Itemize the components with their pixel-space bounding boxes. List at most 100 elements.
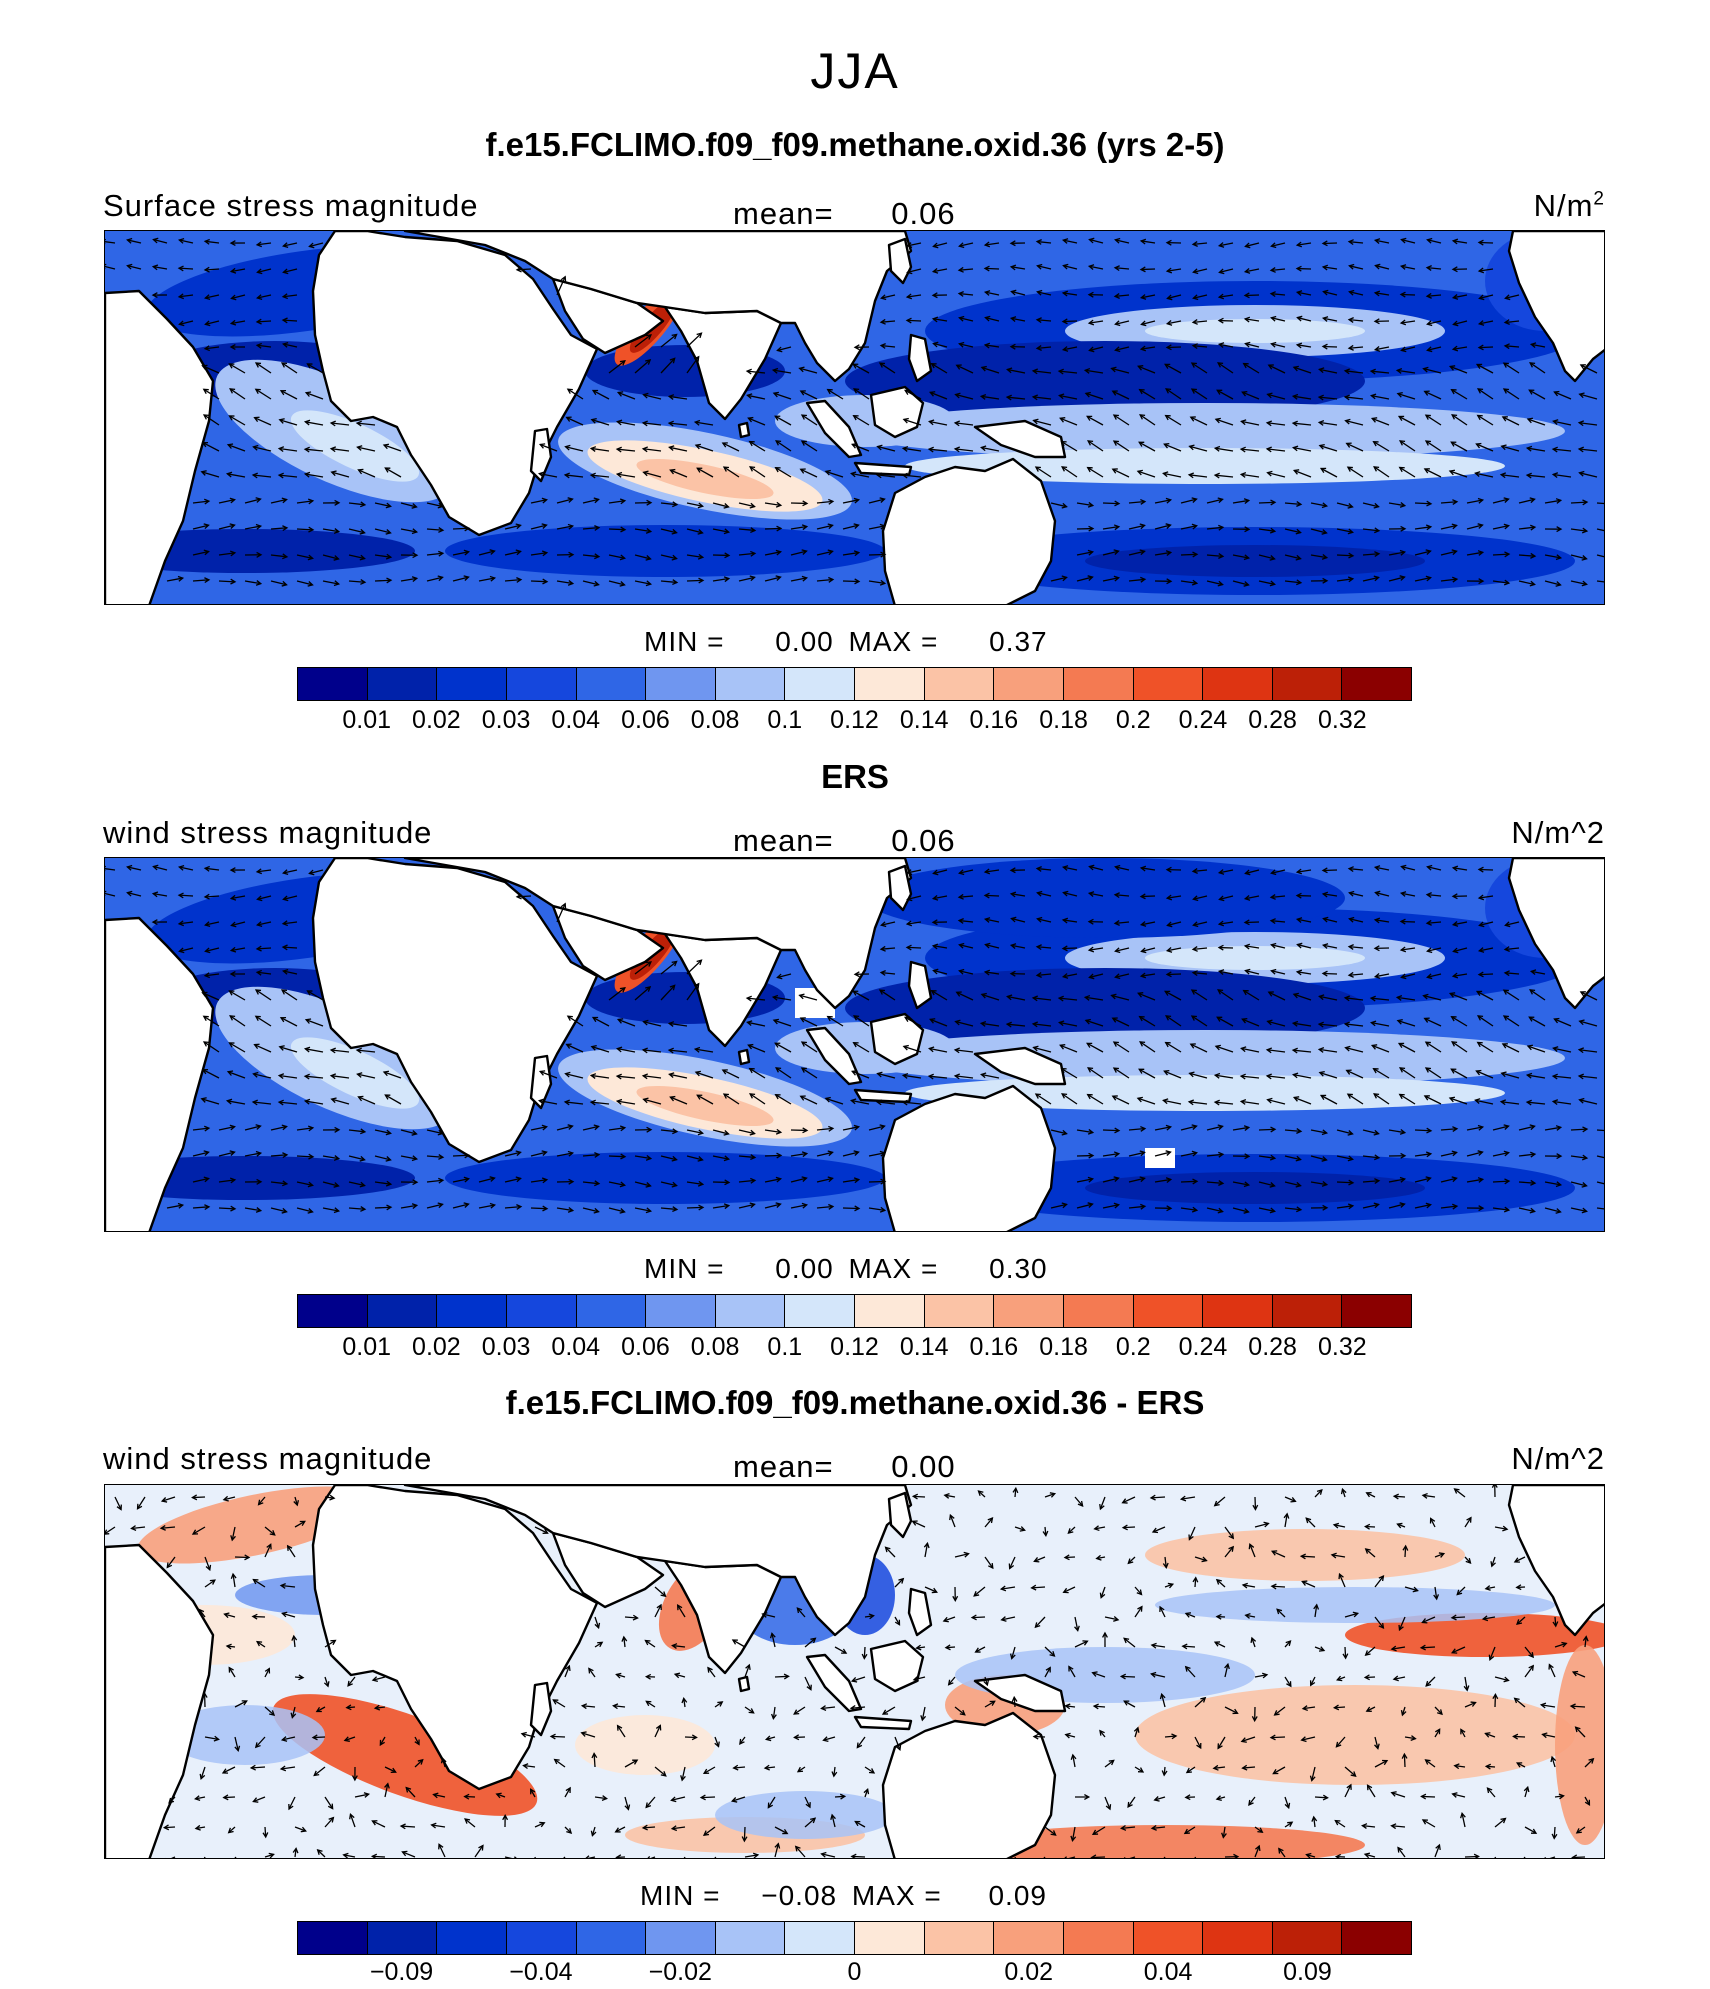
wind-vector-head [1460, 1812, 1466, 1819]
wind-vector [1297, 971, 1312, 975]
wind-vector [1505, 947, 1520, 951]
wind-vector-head [868, 1613, 875, 1620]
wind-vector-head [1164, 388, 1172, 394]
wind-vector [1164, 363, 1182, 374]
wind-vector [1224, 1664, 1229, 1678]
wind-vector-head [1262, 1672, 1269, 1679]
wind-vector-head [379, 1739, 385, 1747]
wind-vector [1161, 1694, 1166, 1708]
wind-vector [1035, 1093, 1052, 1105]
wind-vector-head [1083, 367, 1091, 374]
wind-vector-head [775, 501, 783, 508]
wind-vector [255, 388, 272, 400]
wind-vector-head [1005, 394, 1012, 401]
wind-vector [374, 554, 391, 558]
wind-vector [192, 579, 210, 582]
wind-vector-head [1399, 1202, 1406, 1208]
wind-vector [1190, 1043, 1208, 1053]
wind-vector-head [745, 1663, 751, 1671]
wind-vector [1001, 1586, 1016, 1590]
wind-vector [634, 359, 651, 374]
wind-vector [1373, 441, 1390, 452]
wind-vector [1087, 440, 1104, 452]
wind-vector-head [333, 555, 340, 561]
wind-vector-head [1338, 1572, 1344, 1580]
wind-vector [374, 528, 391, 534]
wind-vector [955, 422, 974, 426]
wind-vector [105, 868, 116, 871]
wind-vector-head [1525, 472, 1532, 479]
wind-vector-head [1322, 1204, 1329, 1211]
wind-vector-head [1266, 1019, 1273, 1026]
wind-vector [868, 525, 885, 530]
colorbar-swatch [1272, 668, 1343, 700]
wind-vector [1319, 1023, 1338, 1027]
wind-vector-head [282, 869, 289, 876]
wind-vector [1123, 1700, 1136, 1708]
wind-vector-head [1465, 1557, 1472, 1564]
wind-vector [1451, 1646, 1466, 1654]
wind-vector-head [1165, 320, 1173, 326]
wind-vector [617, 473, 636, 478]
wind-vector [179, 239, 194, 244]
wind-vector [1127, 1796, 1136, 1808]
wind-vector [1319, 1071, 1338, 1079]
wind-vector-head [1348, 890, 1355, 897]
wind-vector-head [1553, 1017, 1560, 1024]
wind-vector [959, 292, 974, 296]
wind-vector-head [1291, 1072, 1299, 1079]
wind-vector-head [942, 1616, 949, 1623]
wind-vector-head [861, 1653, 868, 1660]
wind-vector [1206, 1181, 1223, 1184]
wind-vector-head [1242, 362, 1249, 369]
wind-vector-head [698, 1204, 705, 1211]
wind-vector [1037, 973, 1052, 977]
wind-vector-head [1164, 414, 1171, 421]
wind-vector-head [278, 1045, 285, 1051]
wind-vector [1434, 1706, 1443, 1715]
wind-vector-head [671, 1643, 678, 1649]
wind-vector-head [1295, 554, 1302, 561]
wind-vector [1553, 1100, 1572, 1105]
wind-vector [1245, 318, 1260, 322]
wind-vector [281, 362, 298, 374]
wind-vector-head [1099, 1729, 1105, 1736]
wind-vector [1345, 1047, 1364, 1053]
wind-vector-head [303, 471, 311, 478]
wind-vector-head [1525, 1099, 1532, 1106]
wind-vector-head [1009, 1653, 1016, 1660]
wind-vector-head [642, 1019, 649, 1026]
wind-vector-head [177, 892, 184, 899]
wind-vector-head [1488, 1654, 1495, 1661]
wind-vector [790, 1177, 807, 1183]
wind-vector [851, 1706, 866, 1709]
wind-vector-head [228, 1666, 234, 1673]
colorbar-tick-label: 0.28 [1248, 1333, 1297, 1361]
wind-vector [1180, 553, 1198, 556]
wind-vector-head [1334, 1819, 1341, 1826]
wind-vector [1334, 1706, 1346, 1709]
wind-vector [1451, 441, 1468, 452]
wind-vector-head [1477, 550, 1485, 556]
wind-vector [1401, 892, 1416, 897]
wind-vector-head [1244, 526, 1251, 533]
wind-vector-head [697, 1180, 705, 1187]
wind-vector-head [1084, 1018, 1091, 1025]
wind-vector [1371, 1044, 1390, 1053]
wind-vector-head [1295, 290, 1303, 296]
wind-vector [984, 1700, 996, 1708]
wind-vector-head [672, 1206, 679, 1213]
wind-vector-head [1382, 1759, 1389, 1766]
wind-vector [296, 1181, 313, 1186]
wind-vector-head [1369, 368, 1376, 375]
wind-vector-head [1035, 239, 1042, 245]
wind-vector-head [876, 444, 883, 451]
wind-vector [1551, 1756, 1556, 1768]
wind-vector [1193, 869, 1208, 873]
wind-vector-head [750, 1177, 757, 1184]
wind-vector-head [1049, 1492, 1057, 1498]
wind-vector [1011, 266, 1026, 270]
wind-vector-head [1084, 391, 1091, 398]
wind-vector [885, 1546, 896, 1558]
wind-vector-head [1451, 1176, 1458, 1183]
